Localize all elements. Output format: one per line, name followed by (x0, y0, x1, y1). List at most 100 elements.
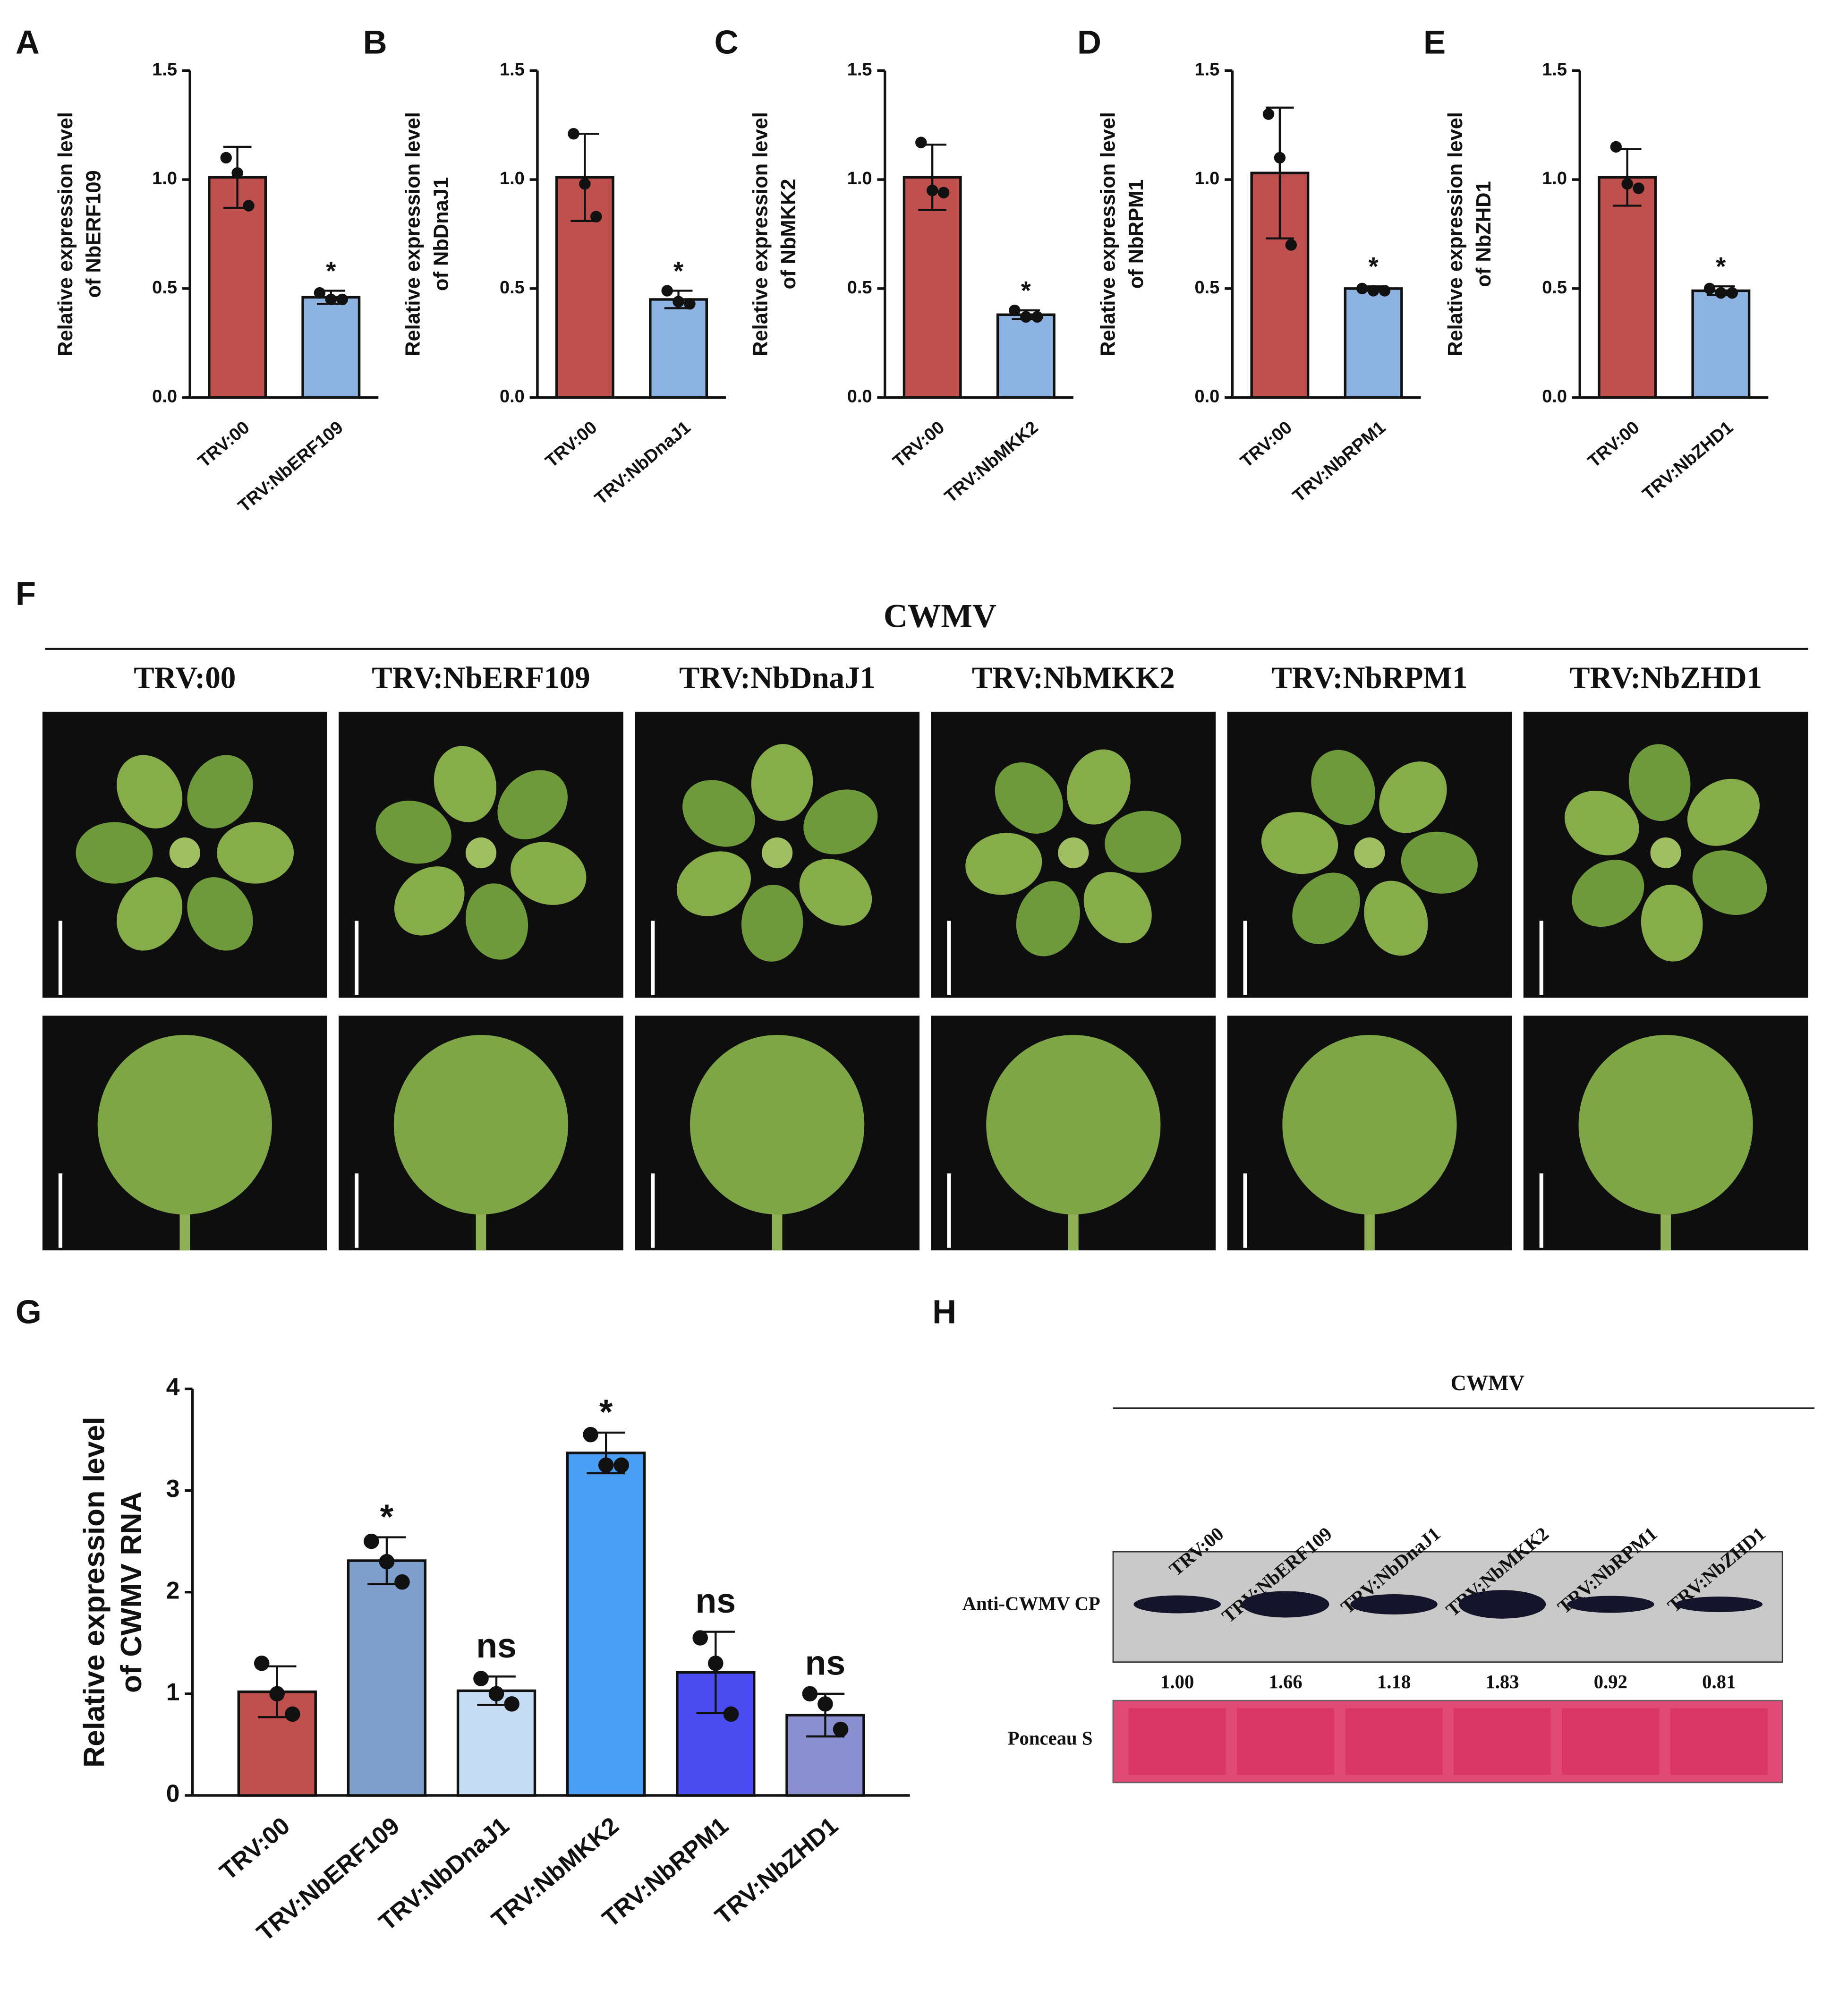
data-point (220, 152, 232, 164)
data-point (504, 1696, 519, 1712)
ponceau-lane (1345, 1708, 1443, 1775)
y-axis-label: Relative expression level (749, 112, 772, 356)
x-tick-label: TRV:00 (214, 1811, 295, 1885)
y-tick-label: 1.5 (500, 60, 525, 79)
leaf (1282, 1035, 1457, 1215)
panel-label: D (1077, 24, 1101, 61)
significance: ns (696, 1581, 736, 1620)
significance: * (599, 1392, 613, 1431)
y-axis-label: of NbZHD1 (1473, 181, 1495, 287)
leaf (741, 885, 803, 962)
data-point (379, 1554, 395, 1570)
data-point (488, 1686, 504, 1702)
column-title: TRV:NbDnaJ1 (679, 661, 875, 695)
y-tick-label: 3 (166, 1475, 180, 1502)
y-tick-label: 1 (166, 1678, 180, 1705)
leaf (1578, 1035, 1753, 1215)
blot-membrane (1112, 1551, 1783, 1663)
leaf (1016, 881, 1080, 957)
leaf (1311, 750, 1375, 825)
panel-label: C (715, 24, 739, 61)
plant-center (1354, 837, 1385, 869)
quantification-label: 1.00 (1160, 1671, 1194, 1692)
y-tick-label: 4 (166, 1373, 180, 1401)
y-tick-label: 1.5 (1542, 60, 1567, 79)
data-point (394, 1574, 410, 1590)
significance: * (1021, 276, 1031, 305)
ponceau-lane (1562, 1708, 1660, 1775)
y-tick-label: 0.5 (1194, 278, 1219, 298)
leaf (76, 822, 153, 884)
data-point (915, 137, 927, 148)
data-point (269, 1686, 285, 1702)
leaf (434, 746, 496, 822)
column-title: TRV:00 (134, 661, 236, 695)
data-point (1703, 282, 1716, 295)
y-tick-label: 1.0 (847, 169, 872, 188)
leaf (1628, 744, 1691, 821)
data-point (598, 1457, 614, 1473)
panel-label: G (16, 1293, 42, 1331)
data-point (926, 184, 938, 196)
leaf (1083, 872, 1152, 943)
leaf (995, 762, 1063, 834)
y-tick-label: 1.0 (1194, 169, 1219, 188)
x-tick-label: TRV:NbMKK2 (941, 418, 1042, 507)
data-point (1285, 239, 1297, 251)
ponceau-lane (1128, 1708, 1226, 1775)
data-point (1031, 311, 1043, 323)
data-point (314, 287, 326, 299)
leaf (965, 833, 1042, 895)
leaf (986, 1035, 1161, 1215)
quantification-label: 0.92 (1594, 1671, 1627, 1692)
plant-center (762, 837, 793, 869)
data-point (684, 298, 696, 310)
column-title: TRV:NbMKK2 (972, 661, 1175, 695)
leaf (1261, 812, 1338, 874)
bar (566, 1452, 646, 1797)
data-point (613, 1457, 630, 1473)
y-tick-label: 0.0 (152, 387, 177, 407)
bar (301, 296, 361, 399)
y-tick-label: 0.5 (500, 278, 525, 298)
leaf (497, 770, 568, 839)
data-point (708, 1656, 724, 1671)
y-axis-label: Relative expression level (402, 112, 425, 356)
y-tick-label: 0 (166, 1780, 180, 1807)
leaf (1379, 761, 1447, 833)
column-title: TRV:NbERF109 (372, 661, 590, 695)
leaf (1687, 778, 1760, 846)
data-point (1020, 311, 1032, 323)
y-axis-label: of NbERF109 (83, 170, 105, 298)
data-point (336, 293, 348, 306)
data-point (243, 200, 255, 212)
plant-center (465, 837, 497, 869)
data-point (568, 128, 579, 140)
significance: * (1369, 252, 1379, 281)
data-point (1621, 178, 1633, 190)
quantification-label: 1.83 (1485, 1671, 1519, 1692)
data-point (833, 1721, 849, 1737)
significance: ns (476, 1626, 517, 1665)
x-tick-label: TRV:NbZHD1 (1639, 418, 1737, 504)
quantification-label: 1.18 (1377, 1671, 1411, 1692)
leaf (751, 744, 813, 821)
ponceau-lane (1670, 1708, 1768, 1775)
y-axis-label: Relative expression level (1444, 112, 1467, 356)
band (1567, 1596, 1654, 1613)
data-point (579, 178, 591, 190)
y-axis-label: of NbRPM1 (1125, 179, 1148, 289)
x-tick-label: TRV:00 (194, 418, 253, 472)
photo-title: CWMV (884, 598, 996, 635)
x-tick-label: TRV:00 (1584, 418, 1643, 472)
leaf (1401, 831, 1478, 894)
y-tick-label: 1.5 (847, 60, 872, 79)
data-point (473, 1671, 489, 1686)
ponceau-lane (1236, 1708, 1335, 1775)
leaf (676, 851, 751, 916)
leaf (187, 877, 253, 951)
significance: * (673, 256, 684, 285)
y-axis-label: of NbMKK2 (777, 179, 800, 289)
data-point (1610, 141, 1622, 153)
